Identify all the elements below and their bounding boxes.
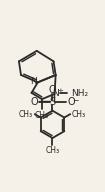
Text: O: O <box>49 85 56 95</box>
Text: CH₃: CH₃ <box>19 110 33 119</box>
Text: NH₂: NH₂ <box>71 89 89 98</box>
Text: O: O <box>67 97 75 107</box>
Text: N: N <box>52 89 58 98</box>
Text: CH₃: CH₃ <box>35 111 49 120</box>
Text: CH₃: CH₃ <box>45 146 60 155</box>
Text: −: − <box>72 96 79 105</box>
Text: S: S <box>49 97 56 107</box>
Text: N: N <box>30 77 37 86</box>
Text: +: + <box>58 88 64 94</box>
Text: CH₃: CH₃ <box>72 110 86 119</box>
Text: O: O <box>30 97 38 107</box>
